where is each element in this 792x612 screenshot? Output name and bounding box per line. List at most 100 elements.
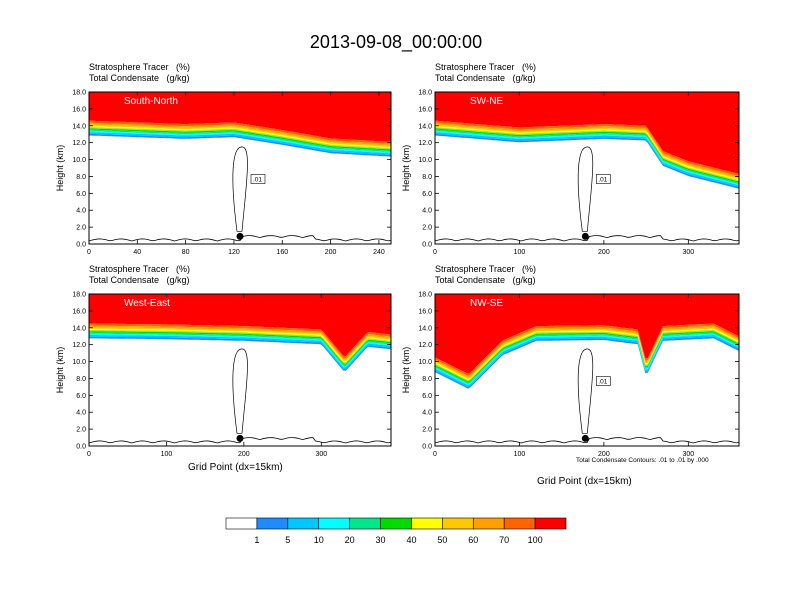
panel-name: NW-SE bbox=[470, 298, 503, 309]
y-tick-label: 10.0 bbox=[72, 157, 86, 164]
y-axis-label: Height (km) bbox=[55, 145, 65, 192]
x-tick-label: 120 bbox=[228, 249, 240, 256]
x-tick-label: 200 bbox=[325, 249, 337, 256]
panel-name: South-North bbox=[124, 96, 178, 107]
y-tick-label: 4.0 bbox=[76, 410, 86, 417]
contour-label: .01 bbox=[253, 177, 262, 184]
y-tick-label: 6.0 bbox=[422, 191, 432, 198]
x-tick-label: 80 bbox=[182, 249, 190, 256]
contour-label: .01 bbox=[598, 379, 607, 386]
y-tick-label: 2.0 bbox=[422, 427, 432, 434]
y-tick-label: 14.0 bbox=[72, 123, 86, 130]
plot-frame bbox=[434, 91, 740, 245]
y-axis-label: Height (km) bbox=[401, 145, 411, 192]
tracer-band-11 bbox=[89, 92, 391, 142]
panel-name: SW-NE bbox=[470, 96, 503, 107]
x-tick-label: 40 bbox=[133, 249, 141, 256]
y-tick-label: 14.0 bbox=[72, 325, 86, 332]
x-tick-label: 0 bbox=[87, 451, 91, 458]
contour-label-box bbox=[596, 376, 611, 386]
colorbar-label: 60 bbox=[468, 535, 478, 545]
plot-area bbox=[89, 92, 391, 244]
panel3-field-2: Total Condensate (g/kg) bbox=[89, 275, 190, 285]
terrain-line bbox=[89, 235, 391, 242]
tracer-band-10 bbox=[89, 120, 391, 144]
colorbar-label: 30 bbox=[376, 535, 386, 545]
y-tick-label: 16.0 bbox=[418, 106, 432, 113]
location-marker bbox=[236, 434, 244, 442]
colorbar-segment bbox=[503, 517, 536, 530]
tracer-band-11 bbox=[435, 92, 739, 174]
contour-label-box bbox=[596, 174, 611, 184]
colorbar-segment bbox=[380, 517, 412, 530]
y-tick-label: 6.0 bbox=[422, 393, 432, 400]
tracer-band-9 bbox=[89, 325, 391, 360]
y-axis-label: Height (km) bbox=[401, 347, 411, 394]
plot-area bbox=[89, 294, 391, 446]
panel3-field-1: Stratosphere Tracer (%) bbox=[89, 264, 191, 274]
panel3-field-label: Stratosphere Tracer (%) Total Condensate … bbox=[89, 264, 190, 286]
x-tick-label: 300 bbox=[315, 451, 327, 458]
y-tick-label: 2.0 bbox=[422, 225, 432, 232]
x-tick-label: 200 bbox=[598, 249, 610, 256]
y-tick-label: 8.0 bbox=[422, 174, 432, 181]
tracer-band-10 bbox=[89, 323, 391, 359]
y-tick-label: 18.0 bbox=[418, 90, 432, 97]
y-tick-label: 10.0 bbox=[418, 359, 432, 366]
y-tick-label: 16.0 bbox=[72, 106, 86, 113]
y-tick-label: 12.0 bbox=[72, 140, 86, 147]
x-tick-label: 0 bbox=[87, 249, 91, 256]
colorbar-segment bbox=[225, 517, 258, 530]
panel4-field-label: Stratosphere Tracer (%) Total Condensate … bbox=[435, 264, 536, 286]
plot-frame bbox=[434, 293, 740, 447]
panel2-field-2: Total Condensate (g/kg) bbox=[435, 73, 536, 83]
plot-frame bbox=[88, 293, 392, 447]
condensate-contour bbox=[232, 146, 248, 232]
colorbar: 1 5 10 20 30 40 50 60 70 100 bbox=[225, 517, 567, 545]
tracer-band-2 bbox=[89, 132, 391, 155]
colorbar-label: 5 bbox=[285, 535, 290, 545]
location-marker bbox=[581, 434, 589, 442]
colorbar-segment bbox=[318, 517, 350, 530]
y-tick-label: 18.0 bbox=[418, 292, 432, 299]
terrain-line bbox=[435, 437, 739, 444]
y-tick-label: 14.0 bbox=[418, 123, 432, 130]
x-tick-label: 0 bbox=[433, 451, 437, 458]
panel-name: West-East bbox=[124, 298, 170, 309]
tracer-band-2 bbox=[89, 335, 391, 370]
y-tick-label: 8.0 bbox=[76, 174, 86, 181]
panel2-field-label: Stratosphere Tracer (%) Total Condensate … bbox=[435, 62, 536, 84]
x-tick-label: 300 bbox=[682, 451, 694, 458]
plot-frame bbox=[88, 91, 392, 245]
y-tick-label: 18.0 bbox=[72, 90, 86, 97]
panel1-field-2: Total Condensate (g/kg) bbox=[89, 73, 190, 83]
y-tick-label: 4.0 bbox=[422, 208, 432, 215]
panel1-field-1: Stratosphere Tracer (%) bbox=[89, 62, 191, 72]
contour-footnote: Total Condensate Contours: .01 to .01 by… bbox=[576, 457, 709, 464]
panel4-field-2: Total Condensate (g/kg) bbox=[435, 275, 536, 285]
colorbar-segment bbox=[256, 517, 289, 530]
panel1-field-label: Stratosphere Tracer (%) Total Condensate … bbox=[89, 62, 190, 84]
condensate-contour bbox=[577, 146, 594, 232]
colorbar-label: 50 bbox=[437, 535, 447, 545]
colorbar-segment bbox=[472, 517, 505, 530]
x-tick-label: 100 bbox=[514, 451, 526, 458]
y-tick-label: 18.0 bbox=[72, 292, 86, 299]
y-tick-label: 12.0 bbox=[418, 140, 432, 147]
y-tick-label: 0.0 bbox=[422, 444, 432, 451]
panel-nw-se: .01 NW-SE 0.0 2.0 4.0 6.0 8.0 10.0 12.0 14.0 16.0 1… bbox=[401, 292, 740, 458]
y-tick-label: 2.0 bbox=[76, 427, 86, 434]
condensate-contour bbox=[577, 348, 594, 434]
y-tick-label: 10.0 bbox=[418, 157, 432, 164]
y-tick-label: 8.0 bbox=[422, 376, 432, 383]
tracer-band-1 bbox=[89, 336, 391, 371]
y-tick-label: 16.0 bbox=[418, 308, 432, 315]
y-tick-label: 0.0 bbox=[422, 242, 432, 249]
tracer-band-1 bbox=[89, 133, 391, 157]
plot-area bbox=[435, 92, 739, 244]
y-tick-label: 0.0 bbox=[76, 444, 86, 451]
x-tick-label: 300 bbox=[682, 249, 694, 256]
x-tick-label: 160 bbox=[276, 249, 288, 256]
tracer-band-9 bbox=[89, 122, 391, 146]
